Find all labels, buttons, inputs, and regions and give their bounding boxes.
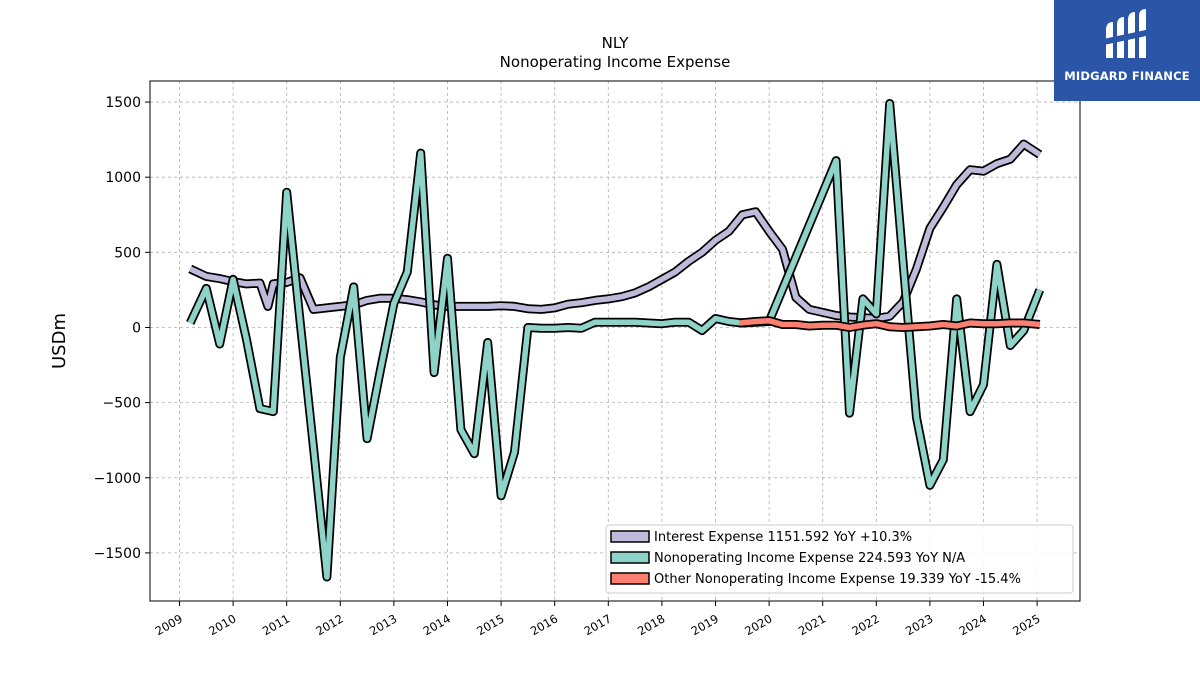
y-tick-label: −1500 [94,546,141,562]
legend-label: Other Nonoperating Income Expense 19.339… [654,572,1021,587]
y-tick-label: 1500 [105,95,141,111]
x-tick-label: 2011 [260,611,292,638]
y-tick-label: 500 [114,245,141,261]
legend-box [605,524,1074,594]
series-line [187,100,1043,580]
x-tick-label: 2010 [206,611,238,638]
brand-logo: MIDGARD FINANCE [1054,0,1200,101]
brand-name: MIDGARD FINANCE [1064,69,1190,83]
series-group [186,99,1044,582]
series-line [739,317,1041,331]
legend: Interest Expense 1151.592 YoY +10.3% Nono… [605,524,1074,594]
legend-swatch [610,530,650,543]
legend-swatch [610,572,650,585]
x-tick-label: 2012 [313,611,345,638]
x-tick-label: 2023 [903,611,935,638]
y-tick-label: 1000 [105,170,141,186]
legend-label: Interest Expense 1151.592 YoY +10.3% [654,530,912,545]
legend-swatch [610,551,650,564]
x-tick-label: 2015 [474,611,506,638]
series-line [189,141,1042,322]
x-tick-label: 2022 [849,611,881,638]
x-tick-label: 2020 [742,611,774,638]
chart-title: NLY [602,34,630,52]
x-tick-label: 2018 [635,611,667,638]
plot-frame [149,80,1081,602]
series-line-outline [188,139,1043,323]
x-tick-label: 2016 [528,611,560,638]
midgard-logo-icon [1101,9,1153,58]
y-tick-label: −1000 [94,471,141,487]
x-tick-label: 2009 [153,611,185,638]
chart-subtitle: Nonoperating Income Expense [500,53,731,71]
x-tick-label: 2014 [421,611,453,638]
y-tick-label: 0 [132,320,141,336]
x-tick-label: 2025 [1010,611,1042,638]
x-tick-label: 2013 [367,611,399,638]
x-tick-label: 2024 [957,611,989,638]
legend-label: Nonoperating Income Expense 224.593 YoY … [654,551,965,566]
y-axis-label: USDm [49,313,70,369]
x-tick-label: 2021 [796,611,828,638]
y-tick-label: −500 [103,396,141,412]
x-tick-label: 2017 [581,611,613,638]
grid [150,81,1080,601]
x-tick-label: 2019 [689,611,721,638]
